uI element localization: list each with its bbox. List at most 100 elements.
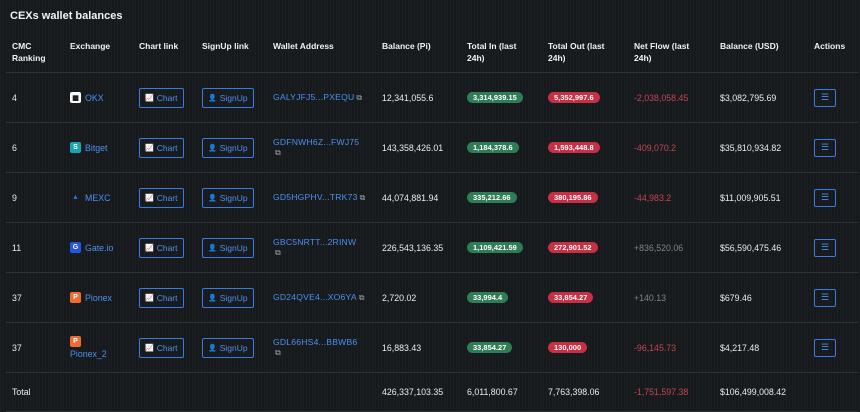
signup-button-label: SignUp <box>219 342 248 353</box>
actions-menu-button[interactable]: ☰ <box>814 238 836 257</box>
balance-pi-cell: 16,883.43 <box>376 322 461 373</box>
signup-button[interactable]: 👤 SignUp <box>202 187 254 208</box>
chart-icon: 📈 <box>145 94 154 102</box>
chart-button[interactable]: 📈 Chart <box>139 337 184 358</box>
exchange-name: MEXC <box>85 192 111 203</box>
mexc-logo-icon: ▲ <box>72 194 79 201</box>
copy-icon[interactable]: ⧉ <box>358 293 365 302</box>
total-out-badge: 272,901.52 <box>548 242 598 253</box>
header-net-flow: Net Flow (last 24h) <box>634 41 690 63</box>
signup-button[interactable]: 👤 SignUp <box>202 137 254 158</box>
total-out-badge: 33,854.27 <box>548 292 594 303</box>
chart-button[interactable]: 📈 Chart <box>139 237 184 258</box>
net-flow-cell: -44,983.2 <box>628 172 714 223</box>
chart-icon: 📈 <box>145 244 154 252</box>
signup-button-label: SignUp <box>219 192 248 203</box>
signup-button[interactable]: 👤 SignUp <box>202 287 254 308</box>
exchange-link[interactable]: S Bitget <box>70 142 127 153</box>
menu-icon: ☰ <box>820 192 830 202</box>
actions-menu-button[interactable]: ☰ <box>814 188 836 207</box>
total-out-badge: 5,352,997.6 <box>548 92 600 103</box>
wallet-address-link[interactable]: GD5HGPHV...TRK73 <box>273 192 358 202</box>
balance-pi-cell: 226,543,136.35 <box>376 222 461 273</box>
exchange-link[interactable]: G Gate.io <box>70 242 127 253</box>
balances-table: CMC Ranking Exchange Chart link SignUp l… <box>6 38 858 412</box>
balance-pi-cell: 143,358,426.01 <box>376 122 461 173</box>
rank-cell: 9 <box>6 172 64 223</box>
total-in: 6,011,800.67 <box>461 372 542 412</box>
rank-cell: 37 <box>6 322 64 373</box>
exchange-link[interactable]: ▲ MEXC <box>70 192 127 203</box>
header-exchange: Exchange <box>70 41 111 51</box>
wallet-address-link[interactable]: GALYJFJ5...PXEQU <box>273 92 355 102</box>
actions-menu-button[interactable]: ☰ <box>814 288 836 307</box>
chart-button-label: Chart <box>156 92 178 103</box>
signup-button[interactable]: 👤 SignUp <box>202 337 254 358</box>
table-header-row: CMC Ranking Exchange Chart link SignUp l… <box>6 38 858 73</box>
total-balance-usd: $106,499,008.42 <box>714 372 808 412</box>
copy-icon[interactable]: ⧉ <box>275 348 281 357</box>
chart-button[interactable]: 📈 Chart <box>139 87 184 108</box>
chart-button[interactable]: 📈 Chart <box>139 187 184 208</box>
copy-icon[interactable]: ⧉ <box>359 193 366 202</box>
header-actions: Actions <box>814 41 846 51</box>
total-net-flow: -1,751,597.38 <box>628 372 714 412</box>
user-add-icon: 👤 <box>208 244 217 252</box>
table-row: 11 G Gate.io 📈 Chart 👤 SignUp GBC5NRTT...2RINW ⧉… <box>6 222 858 273</box>
chart-icon: 📈 <box>145 194 154 202</box>
wallet-address-link[interactable]: GDL66HS4...BBWB6 <box>273 337 358 347</box>
actions-menu-button[interactable]: ☰ <box>814 338 836 357</box>
net-flow-cell: -409,070.2 <box>628 122 714 173</box>
total-in-badge: 335,212.66 <box>467 192 517 203</box>
pionex-logo-icon: P <box>70 336 81 347</box>
exchange-name: Pionex_2 <box>70 349 107 359</box>
header-chart: Chart link <box>139 41 179 51</box>
menu-icon: ☰ <box>820 92 830 102</box>
actions-menu-button[interactable]: ☰ <box>814 88 836 107</box>
balance-pi-cell: 12,341,055.6 <box>376 72 461 123</box>
balance-usd-cell: $56,590,475.46 <box>714 222 808 273</box>
exchange-link[interactable]: P Pionex_2 <box>70 336 127 359</box>
bitget-logo-icon: S <box>70 142 81 153</box>
chart-icon: 📈 <box>145 344 154 352</box>
chart-button-label: Chart <box>156 342 178 353</box>
chart-icon: 📈 <box>145 294 154 302</box>
balance-pi-cell: 2,720.02 <box>376 272 461 323</box>
signup-button-label: SignUp <box>219 142 248 153</box>
total-balance-pi: 426,337,103.35 <box>376 372 461 412</box>
copy-icon[interactable]: ⧉ <box>275 248 281 257</box>
balance-usd-cell: $4,217.48 <box>714 322 808 373</box>
menu-icon: ☰ <box>820 242 830 252</box>
copy-icon[interactable]: ⧉ <box>356 93 363 102</box>
table-row: 37 P Pionex 📈 Chart 👤 SignUp GD24QVE4...XO6YA ⧉ 2… <box>6 272 858 323</box>
user-add-icon: 👤 <box>208 194 217 202</box>
gateio-logo-icon: G <box>70 242 81 253</box>
chart-button[interactable]: 📈 Chart <box>139 287 184 308</box>
net-flow-cell: +836,520.06 <box>628 222 714 273</box>
balance-usd-cell: $679.46 <box>714 272 808 323</box>
user-add-icon: 👤 <box>208 344 217 352</box>
copy-icon[interactable]: ⧉ <box>275 148 281 157</box>
exchange-name: Bitget <box>85 142 108 153</box>
signup-button-label: SignUp <box>219 242 248 253</box>
header-balance-pi: Balance (Pi) <box>382 41 431 51</box>
balance-usd-cell: $35,810,934.82 <box>714 122 808 173</box>
total-in-badge: 1,184,378.6 <box>467 142 519 153</box>
rank-cell: 11 <box>6 222 64 273</box>
table-row: 9 ▲ MEXC 📈 Chart 👤 SignUp GD5HGPHV...TRK73 ⧉ 44,0… <box>6 172 858 223</box>
exchange-link[interactable]: ▦ OKX <box>70 92 127 103</box>
actions-menu-button[interactable]: ☰ <box>814 138 836 157</box>
total-in-badge: 1,109,421.59 <box>467 242 523 253</box>
total-in-badge: 33,994.4 <box>467 292 509 303</box>
signup-button[interactable]: 👤 SignUp <box>202 87 254 108</box>
wallet-address-link[interactable]: GBC5NRTT...2RINW <box>273 237 357 247</box>
wallet-address-link[interactable]: GD24QVE4...XO6YA <box>273 292 357 302</box>
balance-usd-cell: $3,082,795.69 <box>714 72 808 123</box>
signup-button[interactable]: 👤 SignUp <box>202 237 254 258</box>
menu-icon: ☰ <box>820 292 830 302</box>
exchange-link[interactable]: P Pionex <box>70 292 127 303</box>
total-label: Total <box>6 372 64 412</box>
chart-button[interactable]: 📈 Chart <box>139 137 184 158</box>
chart-button-label: Chart <box>156 192 178 203</box>
wallet-address-link[interactable]: GDFNWH6Z...FWJ75 <box>273 137 360 147</box>
